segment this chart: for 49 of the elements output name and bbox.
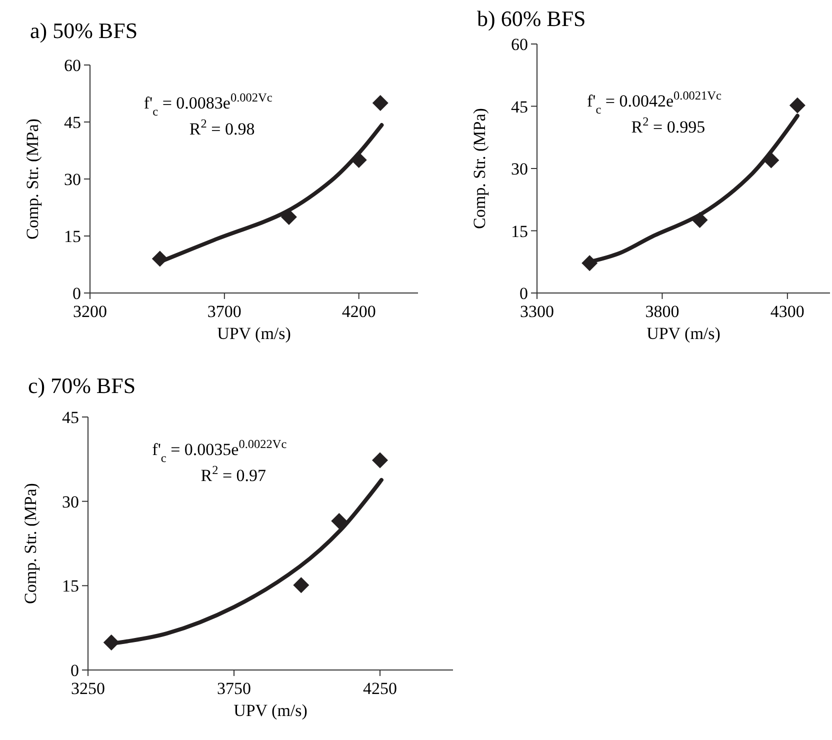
- point: [280, 209, 297, 225]
- y-tick-label: 15: [62, 576, 79, 596]
- y-tick-label: 45: [511, 97, 528, 116]
- y-tick-label: 45: [62, 408, 79, 427]
- y-tick-label: 15: [511, 222, 528, 241]
- x-tick-label: 4200: [342, 302, 376, 321]
- point: [763, 152, 780, 168]
- annotation: R$^{2}$ = 0.97: [200, 462, 267, 485]
- y-axis-title: Comp. Str. (MPa): [21, 483, 40, 604]
- x-tick-label: 3750: [217, 679, 251, 698]
- x-tick-label: 3300: [520, 302, 554, 321]
- annotation: f'$_{c}$ = 0.0035e$^{0.0022Vc}$: [152, 436, 288, 465]
- y-tick-label: 0: [520, 284, 528, 303]
- chart-title: a) 50% BFS: [30, 18, 138, 43]
- y-tick-label: 60: [511, 35, 528, 54]
- annotation: f'$_{c}$ = 0.0042e$^{0.0021Vc}$: [586, 88, 722, 116]
- chart-title: b) 60% BFS: [477, 6, 586, 31]
- x-tick-label: 3250: [71, 679, 105, 698]
- y-axis-title: Comp. Str. (MPa): [23, 118, 42, 240]
- point: [789, 97, 806, 114]
- x-axis-title: UPV (m/s): [646, 324, 720, 343]
- y-tick-label: 0: [70, 661, 79, 680]
- point: [152, 250, 168, 267]
- x-tick-label: 3700: [207, 302, 242, 321]
- x-tick-label: 3200: [73, 302, 107, 321]
- x-axis-title: UPV (m/s): [234, 701, 308, 720]
- chart-title: c) 70% BFS: [28, 373, 136, 398]
- x-tick-label: 4250: [363, 679, 397, 698]
- y-tick-label: 15: [64, 227, 81, 246]
- point: [331, 513, 348, 530]
- annotation: R$^{2}$ = 0.98: [189, 116, 255, 138]
- point: [372, 452, 388, 468]
- point: [372, 95, 388, 111]
- annotation: f'$_{c}$ = 0.0083e$^{0.002Vc}$: [144, 90, 273, 118]
- y-tick-label: 30: [64, 170, 81, 189]
- y-tick-label: 45: [64, 113, 81, 132]
- y-tick-label: 30: [62, 492, 79, 512]
- y-axis-title: Comp. Str. (MPa): [470, 108, 489, 229]
- x-tick-label: 4300: [770, 302, 804, 321]
- y-tick-label: 60: [64, 56, 81, 75]
- point: [103, 634, 120, 650]
- x-axis-title: UPV (m/s): [217, 324, 291, 343]
- x-tick-label: 3800: [645, 302, 680, 321]
- point: [692, 212, 708, 228]
- point: [582, 255, 598, 272]
- point: [293, 577, 310, 594]
- y-tick-label: 30: [511, 160, 528, 178]
- y-tick-label: 0: [72, 284, 81, 303]
- annotation: R$^{2}$ = 0.995: [631, 114, 706, 136]
